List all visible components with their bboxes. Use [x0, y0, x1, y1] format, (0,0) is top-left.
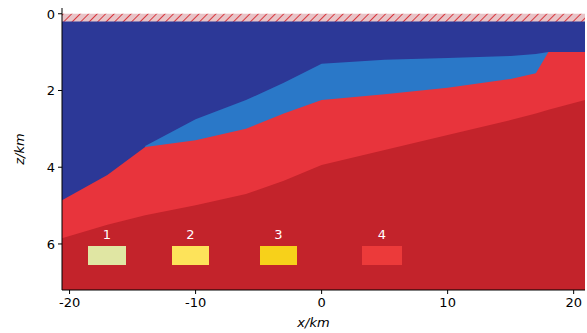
layer [62, 14, 585, 290]
y-tick-label: 6 [47, 237, 55, 252]
layer [62, 21, 585, 290]
legend-label: 1 [103, 227, 111, 242]
y-axis [62, 8, 63, 290]
y-tick [58, 90, 62, 91]
y-axis-title: z/km [12, 133, 27, 165]
x-tick [69, 290, 70, 294]
x-tick-label: -10 [185, 295, 206, 310]
legend-label: 4 [378, 227, 386, 242]
y-tick [58, 13, 62, 14]
layer [62, 52, 585, 290]
legend-label: 3 [274, 227, 282, 242]
y-tick [58, 243, 62, 244]
x-tick [573, 290, 574, 294]
legend-label: 2 [186, 227, 194, 242]
x-tick-label: 10 [439, 295, 456, 310]
x-tick [447, 290, 448, 294]
legend-swatch [88, 246, 126, 265]
x-tick [321, 290, 322, 294]
y-tick-label: 4 [47, 160, 55, 175]
x-tick-label: 20 [565, 295, 582, 310]
x-axis-title: x/km [296, 315, 329, 330]
y-tick-label: 0 [47, 7, 55, 22]
x-tick-label: 0 [317, 295, 325, 310]
x-axis [62, 290, 585, 291]
legend-swatch [260, 246, 297, 265]
x-tick-label: -20 [59, 295, 80, 310]
legend-swatch [362, 246, 402, 265]
legend-swatch [172, 246, 209, 265]
layers [62, 8, 585, 290]
y-tick [58, 167, 62, 168]
x-tick [195, 290, 196, 294]
plot-bg [62, 8, 585, 290]
chart: -20 -10 0 10 20 0 2 4 6 x/km z/km 1 2 3 4 [0, 0, 587, 333]
layer [62, 100, 585, 290]
y-tick-label: 2 [47, 83, 55, 98]
